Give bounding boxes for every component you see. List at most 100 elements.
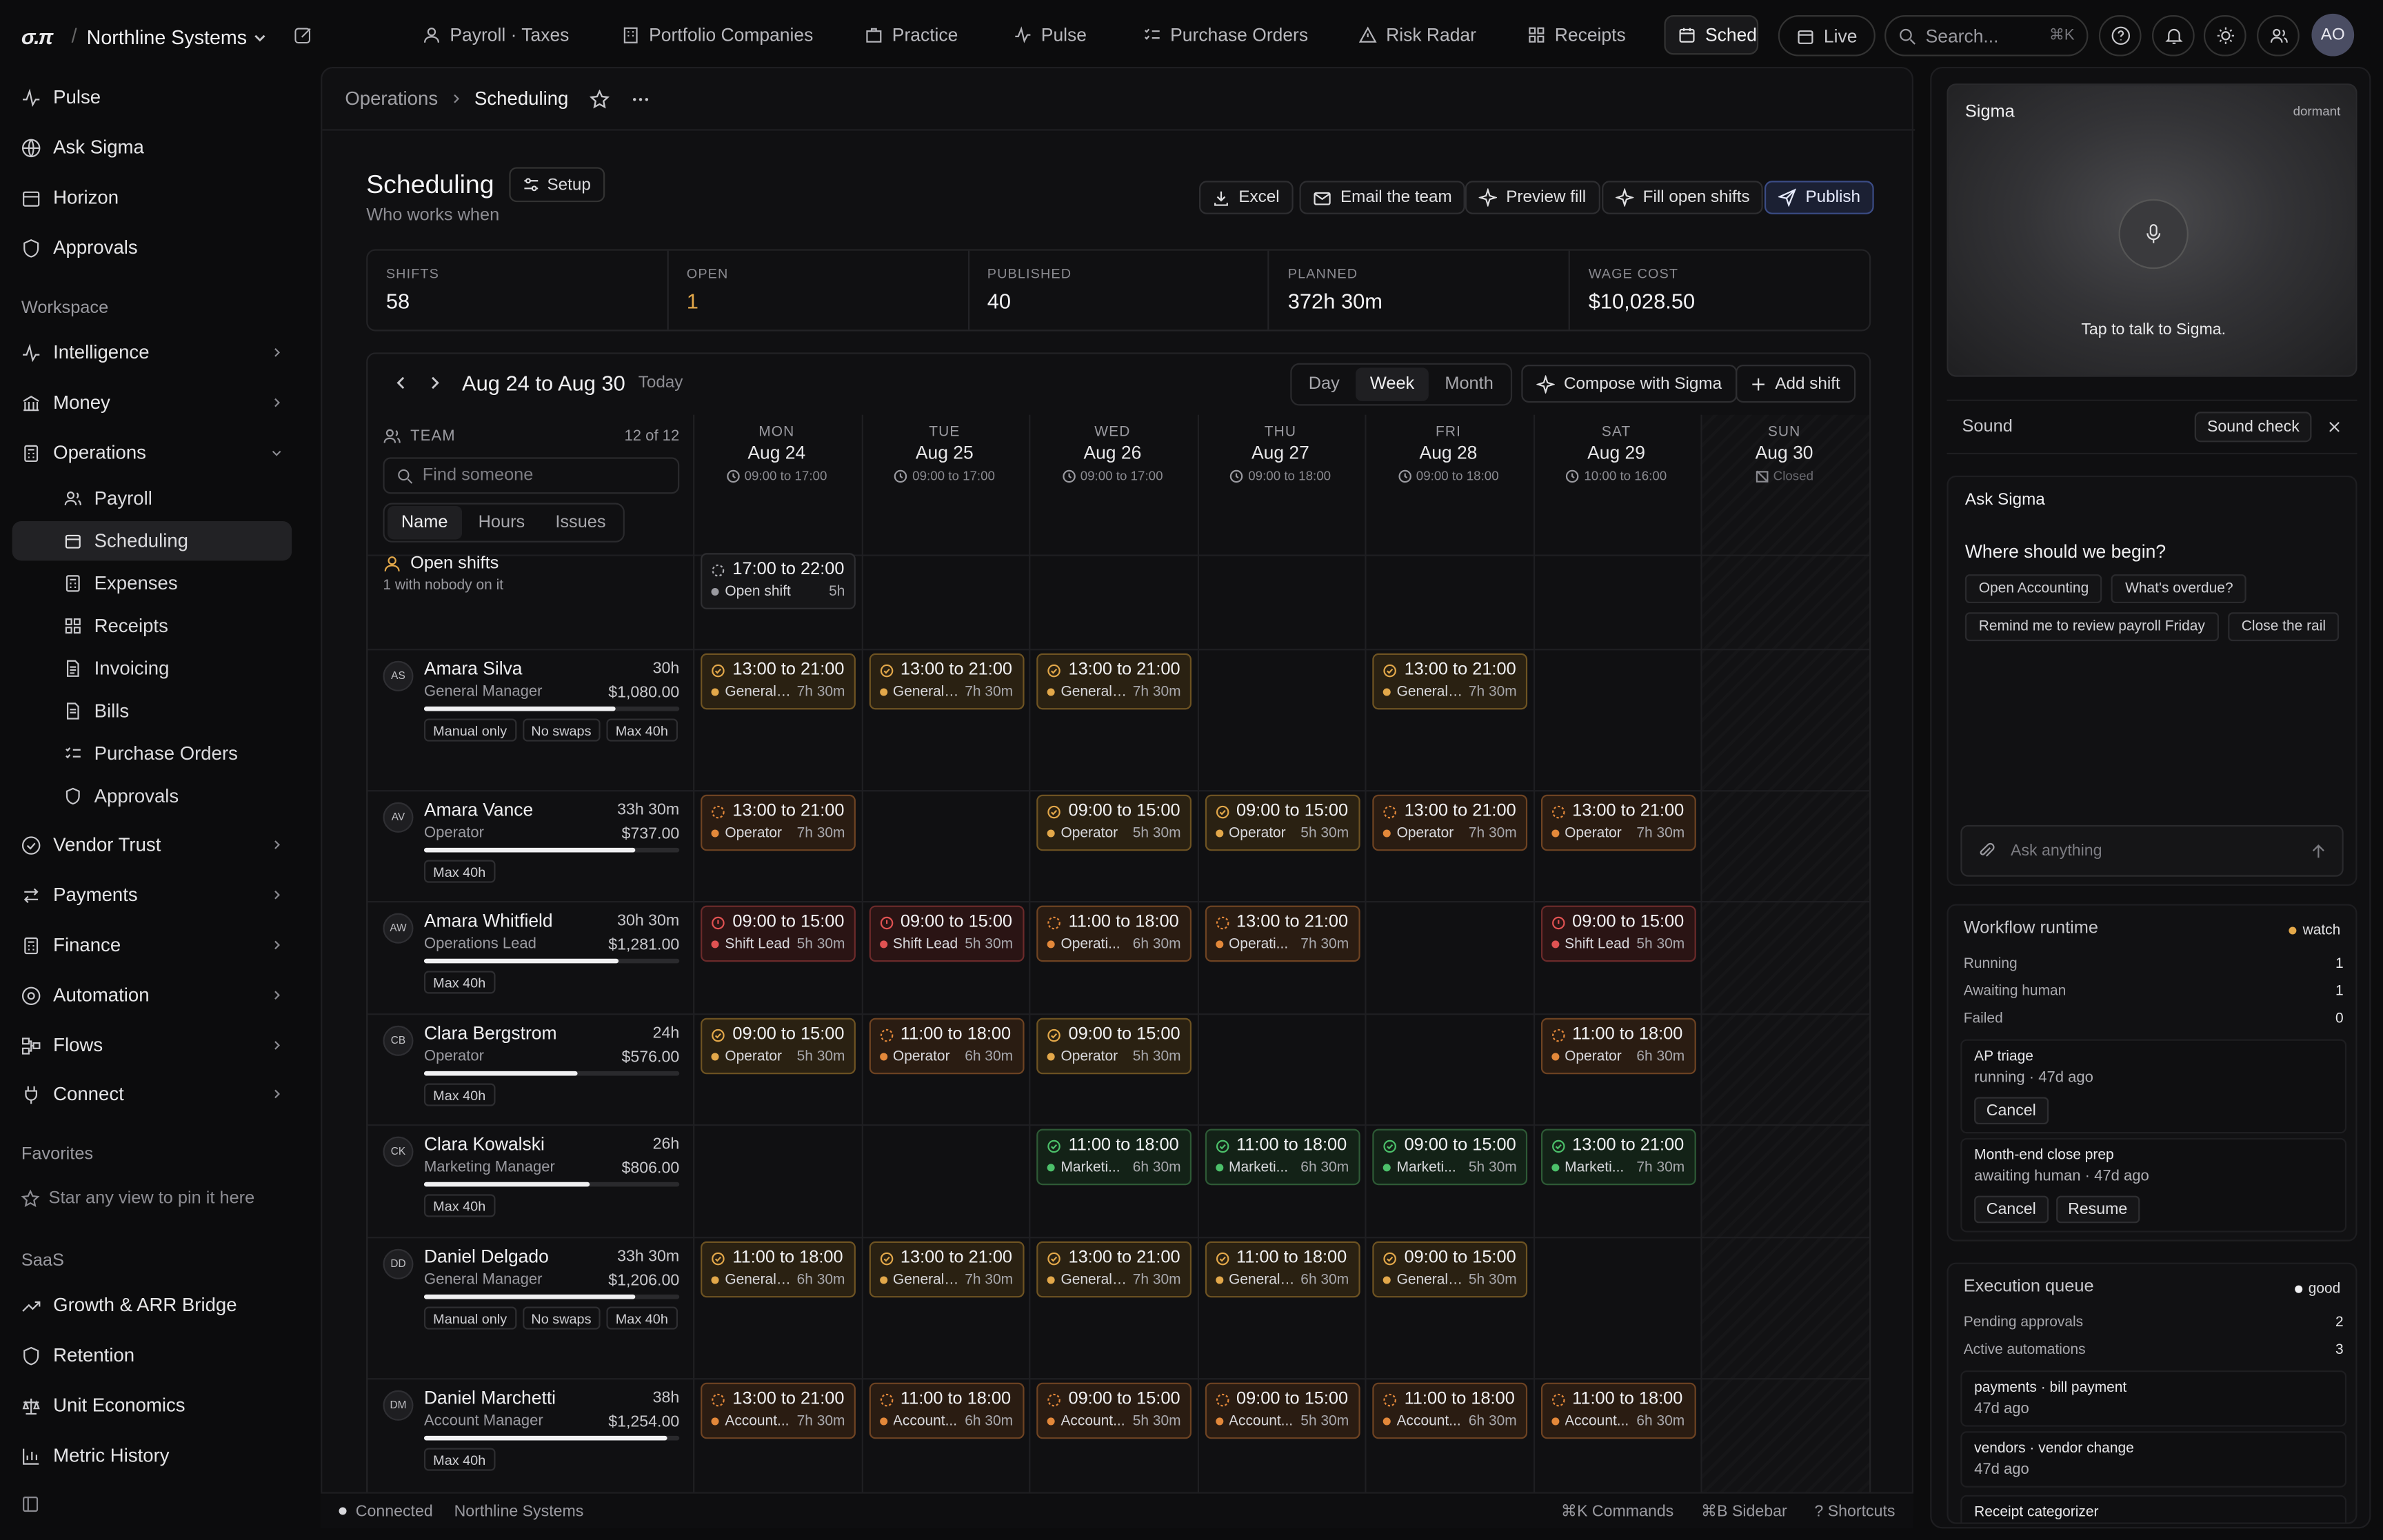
sidebar-item-payments[interactable]: Payments [21,878,295,911]
sidebar-item-bills[interactable]: Bills [64,694,129,727]
nav-tab-risk-radar[interactable]: Risk Radar [1358,18,1476,51]
shift-card[interactable]: 13:00 to 21:00 Operati... 7h 30m [1204,905,1360,962]
view-tab-month[interactable]: Month [1445,375,1494,394]
shift-card[interactable]: 11:00 to 18:00 Operati... 6h 30m [1036,905,1192,962]
shift-card[interactable]: 13:00 to 21:00 General ... 7h 30m [1372,653,1528,710]
live-button[interactable]: Live [1778,15,1876,57]
shift-card[interactable]: 13:00 to 21:00 Operator 7h 30m [1372,794,1528,851]
queue-item[interactable]: payments · bill payment 47d ago [1960,1370,2347,1427]
shift-card[interactable]: 13:00 to 21:00 General ... 7h 30m [1036,1241,1192,1298]
user-avatar[interactable]: AO [2311,13,2355,57]
mic-button[interactable] [2118,199,2189,270]
preview-fill-button[interactable]: Preview fill [1465,181,1600,214]
sidebar-item-flows[interactable]: Flows [21,1029,295,1062]
shift-card[interactable]: 11:00 to 18:00 Account... 6h 30m [868,1382,1024,1439]
nav-tab-receipts[interactable]: Receipts [1527,18,1626,51]
team-member-row[interactable]: AS Amara Silva General Manager 30h $1,080.00… [368,649,693,770]
cancel-button[interactable]: Cancel [1974,1097,2049,1125]
chevron-right-icon[interactable] [427,375,442,390]
email-team-button[interactable]: Email the team [1299,181,1466,214]
shift-card[interactable]: 13:00 to 21:00 General ... 7h 30m [1036,653,1192,710]
setup-button[interactable]: Setup [509,167,605,203]
sidebar-item-unit-economics[interactable]: Unit Economics [21,1389,295,1422]
sidebar-item-metric-history[interactable]: Metric History [21,1439,295,1472]
shift-card[interactable]: 13:00 to 21:00 Account... 7h 30m [701,1382,856,1439]
view-tab-week[interactable]: Week [1356,367,1429,401]
shift-card[interactable]: 13:00 to 21:00 General ... 7h 30m [701,653,856,710]
shift-card[interactable]: 13:00 to 21:00 General ... 7h 30m [868,653,1024,710]
shift-card[interactable]: 09:00 to 15:00 General ... 5h 30m [1372,1241,1528,1298]
excel-button[interactable]: Excel [1199,181,1294,214]
compose-icon[interactable] [293,26,313,45]
breadcrumb-parent[interactable]: Operations [345,88,439,110]
find-someone-input[interactable]: Find someone [383,457,680,494]
sidebar-item-finance[interactable]: Finance [21,929,295,962]
sidebar-item-vendor-trust[interactable]: Vendor Trust [21,828,295,861]
more-icon[interactable] [631,89,651,109]
suggestion-chip[interactable]: Close the rail [2227,612,2340,642]
sidebar-item-pulse[interactable]: Pulse [21,81,295,114]
suggestion-chip[interactable]: Remind me to review payroll Friday [1964,612,2219,642]
shift-card[interactable]: 13:00 to 21:00 General ... 7h 30m [868,1241,1024,1298]
team-member-row[interactable]: AV Amara Vance Operator 33h 30m $737.00 Max 4… [368,790,693,911]
shift-card[interactable]: 09:00 to 15:00 Operator 5h 30m [701,1017,856,1075]
queue-item[interactable]: Receipt categorizer [1960,1495,2347,1523]
sidebar-item-operations[interactable]: Operations [21,436,295,469]
nav-tab-sched[interactable]: Sched [1664,15,1759,55]
sidebar-item-horizon[interactable]: Horizon [21,181,295,214]
commands-shortcut[interactable]: ⌘K Commands [1560,1501,1674,1521]
paperclip-icon[interactable] [1978,842,1995,860]
nav-tab-payroll-taxes[interactable]: Payroll · Taxes [423,18,569,51]
collapse-sidebar-icon[interactable] [21,1495,39,1513]
shift-card[interactable]: 13:00 to 21:00 Marketi... 7h 30m [1540,1128,1696,1186]
shift-card[interactable]: 09:00 to 15:00 Shift Lead 5h 30m [701,905,856,962]
notifications-button[interactable] [2152,15,2195,57]
team-member-row[interactable]: DD Daniel Delgado General Manager 33h 30m $1… [368,1237,693,1358]
app-logo[interactable]: σ.π [21,24,54,49]
sidebar-shortcut[interactable]: ⌘B Sidebar [1700,1501,1787,1521]
shift-card[interactable]: 09:00 to 15:00 Shift Lead 5h 30m [868,905,1024,962]
shortcuts-help[interactable]: ? Shortcuts [1814,1501,1896,1521]
shift-card[interactable]: 11:00 to 18:00 Operator 6h 30m [868,1017,1024,1075]
sidebar-item-scheduling[interactable]: Scheduling [12,521,292,561]
queue-item[interactable]: vendors · vendor change 47d ago [1960,1431,2347,1488]
day-header-sat[interactable]: SAT Aug 29 10:00 to 16:00 [1533,424,1700,483]
send-arrow-icon[interactable] [2310,842,2326,859]
shift-card[interactable]: 11:00 to 18:00 Marketi... 6h 30m [1204,1128,1360,1186]
view-tab-day[interactable]: Day [1308,375,1340,394]
cancel-button[interactable]: Cancel [1974,1195,2049,1224]
suggestion-chip[interactable]: Open Accounting [1964,574,2103,604]
nav-tab-pulse[interactable]: Pulse [1014,18,1087,51]
team-button[interactable] [2257,15,2300,57]
sidebar-item-receipts[interactable]: Receipts [64,609,168,642]
sidebar-item-invoicing[interactable]: Invoicing [64,652,169,685]
sidebar-item-automation[interactable]: Automation [21,978,295,1011]
shift-card[interactable]: 13:00 to 21:00 Operator 7h 30m [701,794,856,851]
shift-card[interactable]: 09:00 to 15:00 Operator 5h 30m [1036,1017,1192,1075]
nav-tab-purchase-orders[interactable]: Purchase Orders [1143,18,1308,51]
sidebar-item-intelligence[interactable]: Intelligence [21,336,295,369]
sort-tab-name[interactable]: Name [388,505,462,540]
open-shift-card[interactable]: 17:00 to 22:00 Open shift 5h [701,553,856,609]
sidebar-item-connect[interactable]: Connect [21,1077,295,1111]
shift-card[interactable]: 13:00 to 21:00 Operator 7h 30m [1540,794,1696,851]
sidebar-item-approvals[interactable]: Approvals [21,231,295,264]
global-search[interactable]: Search... ⌘K [1884,15,2089,57]
suggestion-chip[interactable]: What's overdue? [2111,574,2247,604]
team-member-row[interactable]: CB Clara Bergstrom Operator 24h $576.00 Max 4… [368,1013,693,1135]
shift-card[interactable]: 11:00 to 18:00 General ... 6h 30m [701,1241,856,1298]
compose-with-sigma-button[interactable]: Compose with Sigma [1521,364,1738,403]
sidebar-item-purchase-orders[interactable]: Purchase Orders [64,737,238,770]
sigma-voice-card[interactable]: Sigma dormant Tap to talk to Sigma. [1947,83,2357,377]
shift-card[interactable]: 11:00 to 18:00 Marketi... 6h 30m [1036,1128,1192,1186]
sidebar-item-sub-approvals[interactable]: Approvals [64,780,179,813]
sidebar-item-payroll[interactable]: Payroll [64,482,152,515]
day-header-wed[interactable]: WED Aug 26 09:00 to 17:00 [1029,424,1196,483]
shift-card[interactable]: 09:00 to 15:00 Marketi... 5h 30m [1372,1128,1528,1186]
day-header-sun[interactable]: SUN Aug 30 Closed [1755,423,1814,483]
shift-card[interactable]: 09:00 to 15:00 Operator 5h 30m [1036,794,1192,851]
team-member-row[interactable]: DM Daniel Marchetti Account Manager 38h $1,2… [368,1378,693,1499]
shift-card[interactable]: 11:00 to 18:00 General ... 6h 30m [1204,1241,1360,1298]
day-header-mon[interactable]: MON Aug 24 09:00 to 17:00 [693,424,860,483]
day-header-fri[interactable]: FRI Aug 28 09:00 to 18:00 [1365,424,1531,483]
